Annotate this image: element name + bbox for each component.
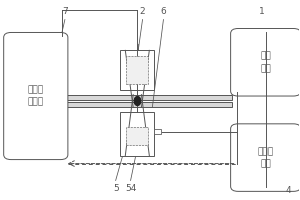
- Text: 5: 5: [113, 184, 118, 193]
- Ellipse shape: [134, 97, 141, 105]
- Text: I: I: [136, 44, 139, 53]
- Text: 2: 2: [140, 7, 145, 16]
- Bar: [120, 50, 154, 90]
- Bar: [126, 127, 148, 145]
- Bar: [154, 129, 161, 134]
- Bar: [65, 102, 232, 107]
- Text: 54: 54: [125, 184, 136, 193]
- Text: 电阻点
焊设备: 电阻点 焊设备: [28, 85, 44, 107]
- FancyBboxPatch shape: [231, 124, 300, 191]
- Bar: [65, 95, 232, 100]
- Bar: [126, 56, 148, 84]
- Bar: [120, 112, 154, 156]
- Text: 监控
主机: 监控 主机: [260, 52, 271, 73]
- FancyBboxPatch shape: [4, 32, 68, 160]
- Text: 超声控
制卡: 超声控 制卡: [258, 147, 274, 168]
- Text: 6: 6: [160, 7, 166, 16]
- Text: 7: 7: [62, 7, 68, 16]
- Text: 1: 1: [259, 7, 265, 16]
- Text: 4: 4: [286, 186, 292, 195]
- FancyBboxPatch shape: [231, 28, 300, 96]
